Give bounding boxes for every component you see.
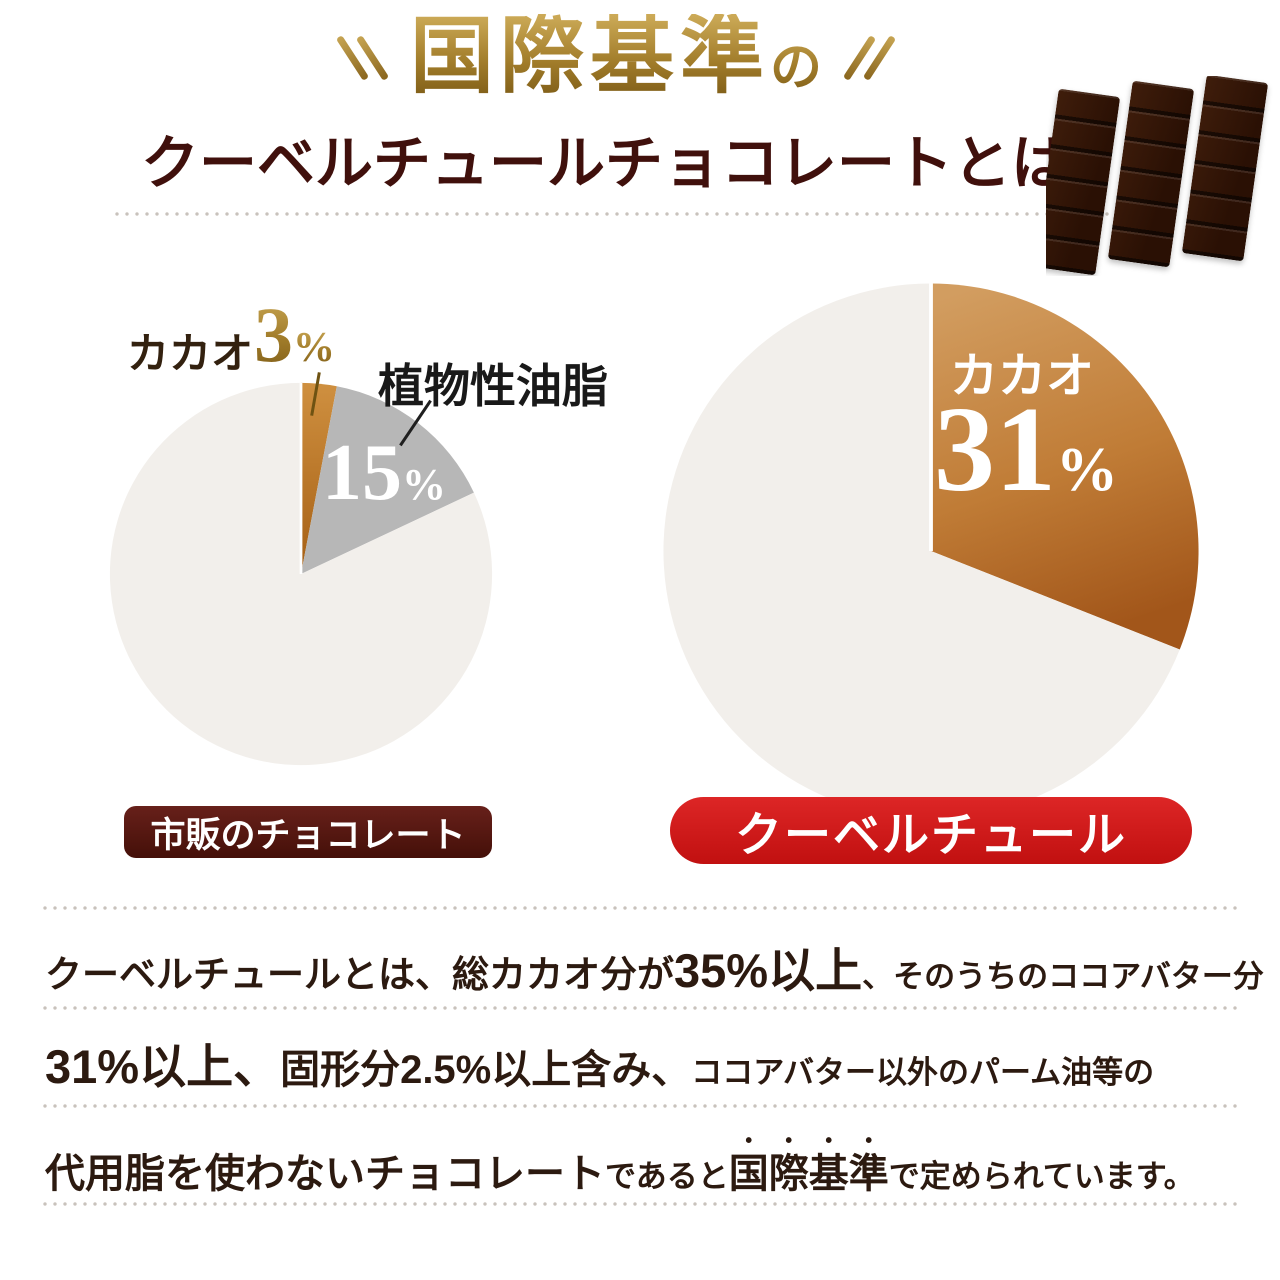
description-line-3: 代用脂を使わないチョコレートであると国際基準で定められています。: [45, 1130, 1195, 1199]
desc-text: クーベルチュールとは、: [45, 954, 452, 995]
pie-slice: [663, 283, 1180, 819]
eyebrow-main-text: 国際基準: [409, 11, 770, 104]
dotted-separator-top: [112, 212, 1164, 216]
chocolate-bar-icon: [1107, 80, 1195, 268]
dotted-separator: [40, 1202, 1238, 1206]
eyebrow-title: 国際基準 の: [409, 11, 822, 104]
desc-text: 総カカオ分が: [452, 954, 674, 995]
pie-left-svg: [109, 382, 493, 766]
desc-text: ココアバター以外のパーム油等の: [691, 1055, 1155, 1090]
eyebrow-particle: の: [770, 25, 822, 100]
page-title: クーベルチュールチョコレートとは: [140, 131, 1069, 196]
chocolate-bar-icon: [1181, 76, 1269, 262]
cacao-percent-right: 31%: [934, 380, 1118, 520]
double-slash-right-icon: [842, 33, 897, 83]
desc-text: で定められています。: [888, 1159, 1195, 1194]
desc-text: 代用脂を使わないチョコレート: [45, 1152, 605, 1196]
cacao-value-left: 3: [254, 291, 293, 378]
pie-slice: [301, 382, 337, 574]
desc-text-emphasis: 31%以上、: [45, 1040, 281, 1093]
desc-text-emphasis: 国際基準: [728, 1152, 889, 1196]
oil-percent: 15%: [322, 428, 446, 519]
pie-right-svg: [663, 283, 1199, 819]
vegetable-oil-label: 植物性油脂: [378, 360, 608, 412]
cacao-value-right: 31: [934, 382, 1056, 517]
dotted-separator: [40, 1006, 1238, 1010]
description-line-1: クーベルチュールとは、総カカオ分が35%以上、そのうちのココアバター分: [45, 932, 1264, 1001]
oil-unit: %: [402, 460, 446, 509]
pie-chart-couverture: [658, 278, 1204, 824]
desc-text-emphasis: 35%以上: [674, 944, 863, 997]
badge-retail-chocolate: 市販のチョコレート: [124, 806, 492, 858]
pie-slice: [931, 283, 1199, 650]
desc-text: 、そのうちのココアバター分: [862, 959, 1264, 994]
cacao-percent-left: 3%: [254, 290, 335, 380]
header: 国際基準 の: [0, 11, 1280, 104]
desc-text: であると: [605, 1159, 729, 1194]
cacao-unit-right: %: [1056, 436, 1118, 504]
dotted-separator: [40, 1104, 1238, 1108]
cacao-unit-left: %: [293, 325, 335, 371]
oil-value: 15: [322, 429, 402, 517]
chocolate-bars-image: [1046, 76, 1280, 276]
cacao-label-left: カカオ: [127, 330, 254, 377]
double-slash-left-icon: [335, 33, 390, 83]
cacao-label-right: カカオ: [950, 350, 1095, 403]
dotted-separator: [40, 906, 1238, 910]
pie-chart-retail-chocolate: [104, 377, 498, 771]
badge-couverture: クーベルチュール: [670, 797, 1192, 864]
description-line-2: 31%以上、固形分2.5%以上含み、ココアバター以外のパーム油等の: [45, 1028, 1154, 1097]
desc-text: 固形分2.5%以上含み、: [280, 1048, 692, 1092]
pie-slice: [301, 386, 474, 574]
